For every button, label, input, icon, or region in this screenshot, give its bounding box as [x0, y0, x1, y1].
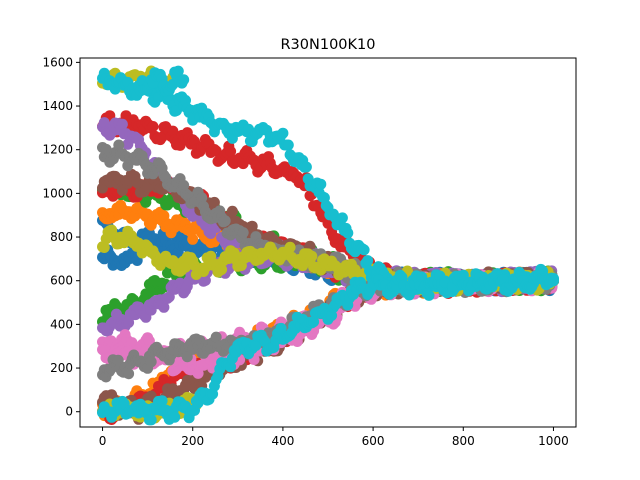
- data-point: [225, 145, 237, 157]
- data-point: [142, 181, 154, 193]
- data-point: [225, 361, 237, 373]
- data-point: [284, 241, 296, 253]
- series-21: [97, 268, 559, 426]
- data-point: [362, 255, 374, 267]
- data-point: [196, 192, 208, 204]
- data-point: [145, 414, 157, 426]
- data-point: [219, 215, 231, 227]
- data-point: [216, 264, 228, 275]
- data-point: [163, 291, 175, 303]
- data-point: [156, 395, 168, 407]
- data-point: [178, 179, 190, 191]
- data-point: [123, 368, 135, 380]
- data-point: [358, 244, 370, 256]
- data-point: [169, 411, 181, 423]
- data-point: [187, 233, 199, 245]
- chart-title: R30N100K10: [280, 37, 375, 53]
- data-point: [226, 205, 238, 217]
- data-point: [210, 331, 222, 343]
- data-point: [336, 212, 348, 224]
- data-point: [237, 227, 249, 239]
- data-point: [300, 161, 312, 173]
- data-point: [306, 250, 318, 262]
- plot-area: [97, 65, 559, 426]
- data-point: [116, 118, 128, 130]
- data-point: [158, 301, 170, 313]
- data-point: [167, 125, 179, 137]
- data-point: [282, 139, 294, 151]
- data-point: [113, 139, 125, 151]
- data-point: [98, 242, 110, 253]
- data-point: [147, 121, 159, 132]
- data-point: [315, 178, 327, 190]
- data-point: [208, 196, 220, 208]
- data-point: [342, 227, 354, 239]
- data-point: [98, 117, 110, 129]
- data-point: [145, 356, 157, 368]
- data-point: [250, 340, 262, 351]
- data-point: [277, 127, 289, 139]
- data-point: [246, 220, 258, 232]
